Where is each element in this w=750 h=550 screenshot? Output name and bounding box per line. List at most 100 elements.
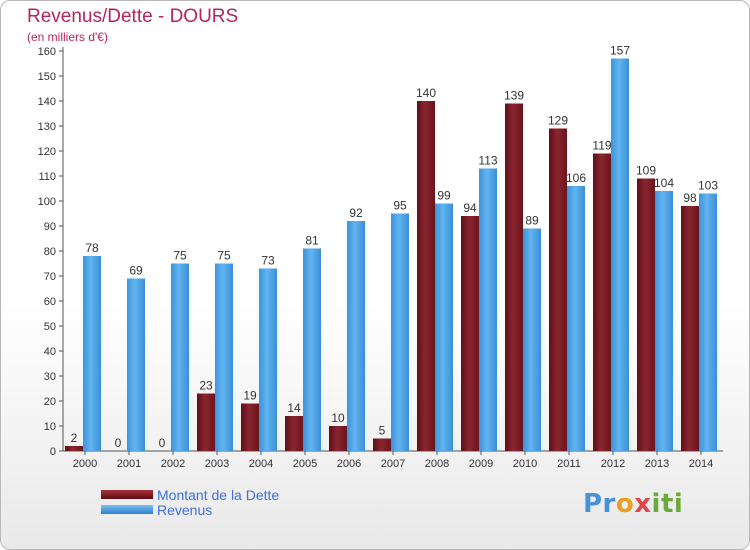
bar-revenus [171, 263, 189, 451]
data-label-dette: 0 [115, 436, 122, 450]
bar-dette [373, 438, 391, 451]
bar-dette [461, 216, 479, 451]
x-tick-label: 2003 [205, 458, 229, 470]
x-tick-label: 2013 [645, 458, 669, 470]
bar-revenus [127, 278, 145, 451]
data-label-dette: 140 [416, 86, 436, 100]
legend-label-revenus: Revenus [157, 501, 213, 518]
data-label-dette: 0 [159, 436, 166, 450]
data-label-revenus: 75 [173, 249, 187, 263]
x-tick-label: 2004 [249, 458, 273, 470]
data-label-dette: 23 [199, 379, 213, 393]
y-tick-label: 110 [38, 171, 56, 183]
legend-swatch-dette [101, 490, 153, 499]
bar-revenus [303, 248, 321, 451]
data-label-dette: 19 [243, 389, 257, 403]
data-label-dette: 119 [592, 139, 611, 153]
legend-label-dette: Montant de la Dette [157, 486, 280, 503]
bar-dette [417, 101, 435, 451]
bar-revenus [655, 191, 673, 451]
data-label-dette: 94 [463, 201, 477, 215]
chart-subtitle: (en milliers d'€) [27, 30, 108, 44]
bar-dette [329, 426, 347, 451]
bar-revenus [479, 168, 497, 451]
bar-dette [593, 153, 611, 451]
legend: Montant de la Dette Revenus [101, 486, 280, 518]
x-tick-label: 2001 [117, 458, 141, 470]
y-tick-label: 140 [38, 96, 56, 108]
bar-dette [241, 403, 259, 451]
data-label-dette: 14 [287, 401, 301, 415]
y-tick-label: 70 [44, 271, 56, 283]
y-tick-label: 10 [44, 421, 56, 433]
y-tick-label: 130 [38, 121, 56, 133]
y-tick-label: 60 [44, 296, 56, 308]
data-label-dette: 10 [331, 411, 345, 425]
proxiti-logo: Proxiti [583, 489, 684, 519]
data-label-revenus: 78 [85, 241, 99, 255]
chart-title: Revenus/Dette - DOURS [27, 6, 239, 27]
bar-dette [681, 206, 699, 451]
y-tick-label: 150 [38, 71, 56, 83]
y-tick-label: 40 [44, 346, 56, 358]
bar-dette [197, 393, 215, 451]
bar-revenus [611, 58, 629, 451]
bar-dette [549, 128, 567, 451]
x-tick-label: 2012 [601, 458, 625, 470]
data-label-dette: 98 [683, 191, 697, 205]
legend-swatch-revenus [101, 505, 153, 514]
bar-dette [505, 103, 523, 451]
bar-revenus [347, 221, 365, 451]
y-tick-label: 30 [44, 371, 56, 383]
y-tick-label: 0 [50, 446, 56, 458]
data-label-dette: 2 [71, 431, 78, 445]
bar-dette [65, 446, 83, 451]
bar-revenus [259, 268, 277, 451]
data-label-revenus: 81 [305, 234, 319, 248]
data-label-revenus: 92 [349, 206, 363, 220]
data-label-revenus: 73 [261, 254, 275, 268]
x-tick-label: 2002 [161, 458, 185, 470]
x-tick-label: 2007 [381, 458, 405, 470]
x-tick-label: 2006 [337, 458, 361, 470]
x-tick-label: 2014 [689, 458, 713, 470]
y-tick-label: 100 [38, 196, 56, 208]
y-tick-label: 80 [44, 246, 56, 258]
y-tick-label: 160 [38, 46, 56, 58]
legend-item-revenus: Revenus [101, 501, 279, 518]
data-label-revenus: 89 [525, 214, 539, 228]
y-tick-label: 90 [44, 221, 56, 233]
bar-revenus [567, 186, 585, 451]
data-label-revenus: 69 [129, 264, 143, 278]
y-tick-label: 50 [44, 321, 56, 333]
bar-revenus [391, 213, 409, 451]
bar-revenus [435, 203, 453, 451]
bar-revenus [699, 193, 717, 451]
data-label-revenus: 99 [437, 189, 451, 203]
bar-revenus [215, 263, 233, 451]
legend-item-dette: Montant de la Dette [101, 486, 280, 503]
x-tick-label: 2011 [557, 458, 581, 470]
x-tick-label: 2000 [73, 458, 97, 470]
data-label-revenus: 75 [217, 249, 231, 263]
x-tick-label: 2010 [513, 458, 537, 470]
data-label-revenus: 113 [478, 154, 497, 168]
y-tick-label: 120 [38, 146, 56, 158]
y-tick-label: 20 [44, 396, 56, 408]
data-label-revenus: 103 [698, 179, 718, 193]
data-label-dette: 139 [504, 89, 524, 103]
bar-revenus [523, 228, 541, 451]
data-label-revenus: 95 [393, 199, 407, 213]
x-tick-label: 2005 [293, 458, 317, 470]
data-label-dette: 129 [548, 114, 568, 128]
bar-dette [285, 416, 303, 451]
data-label-revenus: 106 [566, 171, 586, 185]
data-label-dette: 109 [636, 164, 656, 178]
data-label-dette: 5 [379, 424, 386, 438]
bar-revenus [83, 256, 101, 451]
bar-dette [637, 178, 655, 451]
x-tick-label: 2008 [425, 458, 449, 470]
data-label-revenus: 104 [654, 176, 674, 190]
